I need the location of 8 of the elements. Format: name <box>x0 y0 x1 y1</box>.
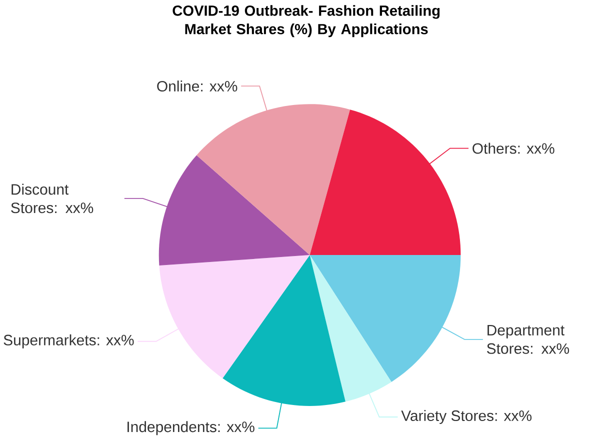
slice-label: Variety Stores: xx% <box>401 410 532 424</box>
legend-label: Discount Stores: xx% <box>11 184 94 214</box>
slice-label: Independents: xx% <box>128 421 254 436</box>
slice-label: Department Stores: xx% <box>487 324 570 354</box>
slice-label: Online: xx% <box>157 80 238 92</box>
slice-label: Others: xx% <box>472 142 554 154</box>
slice-label: Supermarkets: xx% <box>4 334 134 348</box>
chart-title: COVID-19 Outbreak- Fashion Retailing Market Shares (%) By Applications <box>172 5 440 38</box>
